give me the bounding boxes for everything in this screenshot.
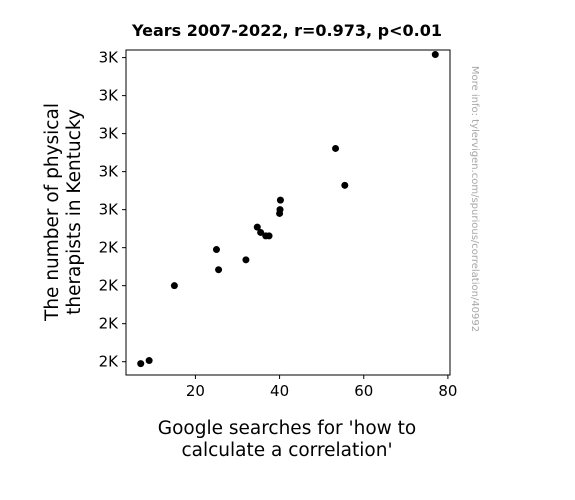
data-point xyxy=(257,228,265,236)
data-point xyxy=(276,206,284,214)
data-point xyxy=(242,256,250,264)
x-axis-label-line-1: Google searches for 'how to xyxy=(158,418,417,439)
y-tick-label: 3K xyxy=(99,49,120,67)
x-axis-label-line-2: calculate a correlation' xyxy=(181,440,392,461)
data-point xyxy=(265,232,273,240)
data-point xyxy=(276,196,284,204)
data-point xyxy=(332,144,340,152)
y-tick-label: 3K xyxy=(99,201,120,219)
x-tick-label: 20 xyxy=(186,382,205,400)
axis-ticks: 20 40 60 80 2K 2K 2K 2K 3K 3K 3K 3K 3K xyxy=(99,49,458,400)
data-point xyxy=(341,181,349,189)
y-tick-label: 2K xyxy=(99,277,120,295)
chart-title: Years 2007-2022, r=0.973, p<0.01 xyxy=(131,21,442,40)
watermark-text: More info: tylervigen.com/spurious/corre… xyxy=(469,66,480,332)
plot-frame xyxy=(125,49,451,376)
y-axis-label: The number of physical therapists in Ken… xyxy=(42,103,85,322)
y-tick-label: 2K xyxy=(99,353,120,371)
x-axis-label: Google searches for 'how to calculate a … xyxy=(158,418,417,461)
data-points xyxy=(137,51,439,368)
data-point xyxy=(215,266,223,274)
y-tick-label: 3K xyxy=(99,125,120,143)
data-point xyxy=(145,357,153,365)
y-tick-label: 2K xyxy=(99,315,120,333)
x-tick-label: 40 xyxy=(270,382,289,400)
y-tick-label: 3K xyxy=(99,163,120,181)
data-point xyxy=(253,223,261,231)
data-point xyxy=(137,360,145,368)
y-tick-label: 3K xyxy=(99,87,120,105)
x-tick-label: 60 xyxy=(354,382,373,400)
y-axis-label-line-1: The number of physical xyxy=(42,103,63,322)
data-point xyxy=(170,282,178,290)
data-point xyxy=(431,51,439,59)
data-point xyxy=(212,246,220,254)
y-axis-label-line-2: therapists in Kentucky xyxy=(64,109,85,315)
y-tick-label: 2K xyxy=(99,239,120,257)
x-tick-label: 80 xyxy=(438,382,457,400)
